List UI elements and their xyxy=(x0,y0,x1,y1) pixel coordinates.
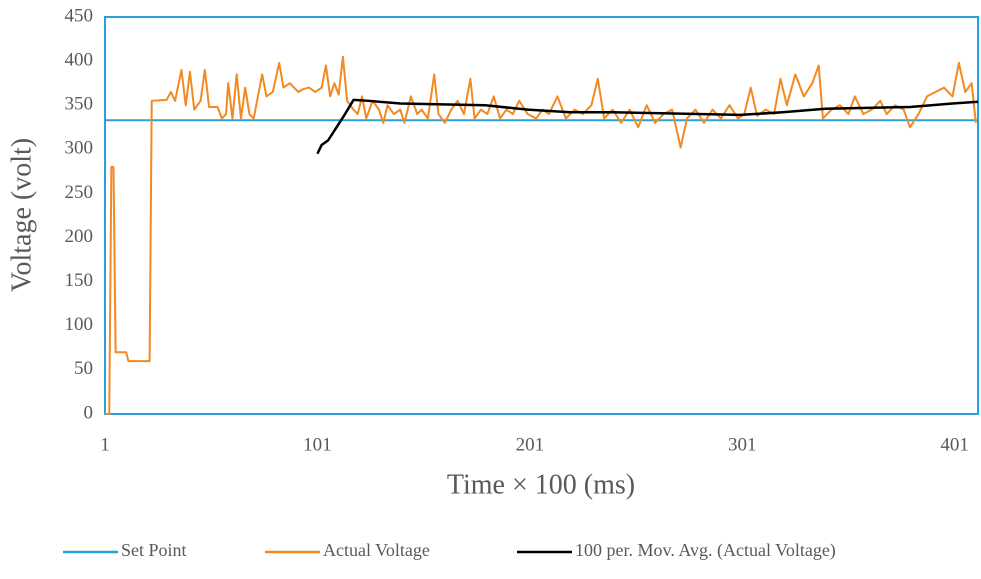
legend-label: 100 per. Mov. Avg. (Actual Voltage) xyxy=(575,540,836,561)
y-tick-label: 100 xyxy=(65,314,94,335)
y-tick-label: 200 xyxy=(65,226,94,247)
series-line xyxy=(105,55,977,415)
y-axis-title: Voltage (volt) xyxy=(6,138,37,292)
y-tick-label: 450 xyxy=(65,5,94,26)
x-tick-label: 401 xyxy=(940,434,969,455)
x-axis-title: Time × 100 (ms) xyxy=(447,469,635,500)
x-tick-label: 1 xyxy=(100,434,110,455)
y-tick-label: 350 xyxy=(65,94,94,115)
x-tick-label: 101 xyxy=(303,434,332,455)
legend-label: Set Point xyxy=(121,540,187,560)
y-tick-label: 0 xyxy=(84,402,94,423)
series-line xyxy=(316,98,979,155)
y-tick-label: 50 xyxy=(74,358,93,379)
x-tick-label: 201 xyxy=(516,434,545,455)
y-tick-label: 150 xyxy=(65,270,94,291)
y-tick-label: 250 xyxy=(65,182,94,203)
y-tick-label: 400 xyxy=(65,49,94,70)
legend-label: Actual Voltage xyxy=(323,540,430,560)
y-tick-label: 300 xyxy=(65,138,94,159)
plot-frame xyxy=(104,16,979,415)
x-tick-label: 301 xyxy=(728,434,757,455)
